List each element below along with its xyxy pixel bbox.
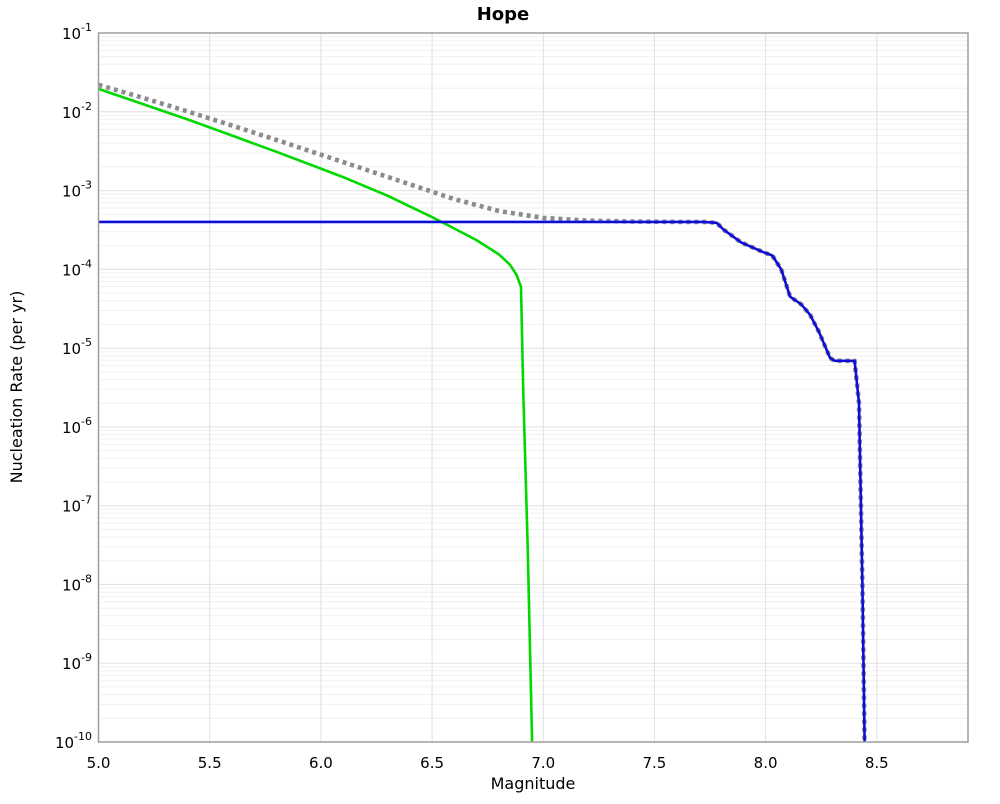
- y-tick-label: 10-4: [62, 257, 92, 279]
- grid-minor: [98, 36, 968, 719]
- y-axis-tick-labels: 10-1 10-2 10-3 10-4 10-5 10-6 10-7 10-8 10-9 10-1…: [55, 21, 92, 752]
- y-tick-label: 10-9: [62, 651, 92, 673]
- x-tick-label: 6.0: [309, 754, 333, 772]
- x-axis-label: Magnitude: [491, 774, 576, 793]
- x-tick-label: 8.0: [754, 754, 778, 772]
- y-axis-label: Nucleation Rate (per yr): [7, 291, 26, 484]
- x-tick-label: 6.5: [420, 754, 444, 772]
- chart-title: Hope: [477, 4, 530, 25]
- y-tick-label: 10-8: [62, 572, 92, 594]
- x-tick-label: 5.0: [87, 754, 111, 772]
- y-tick-label: 10-5: [62, 336, 92, 358]
- x-tick-label: 5.5: [198, 754, 222, 772]
- y-tick-label: 10-2: [62, 100, 92, 122]
- y-tick-label: 10-7: [62, 494, 92, 516]
- y-tick-label: 10-3: [62, 179, 92, 201]
- gray-dotted-curve: [97, 82, 867, 743]
- x-tick-label: 7.0: [531, 754, 555, 772]
- plot-area-border: [97, 32, 969, 743]
- y-tick-label: 10-1: [62, 21, 92, 43]
- plot-border: [97, 32, 969, 743]
- y-tick-label: 10-6: [62, 415, 92, 437]
- x-axis-tick-labels: 5.0 5.5 6.0 6.5 7.0 7.5 8.0 8.5: [87, 754, 889, 772]
- green-solid-curve: [98, 87, 534, 743]
- x-tick-label: 8.5: [865, 754, 889, 772]
- grid-major: [98, 32, 968, 743]
- x-tick-label: 7.5: [642, 754, 666, 772]
- blue-solid-curve: [98, 220, 866, 743]
- y-tick-label: 10-10: [55, 730, 92, 752]
- plot-series: [97, 82, 867, 743]
